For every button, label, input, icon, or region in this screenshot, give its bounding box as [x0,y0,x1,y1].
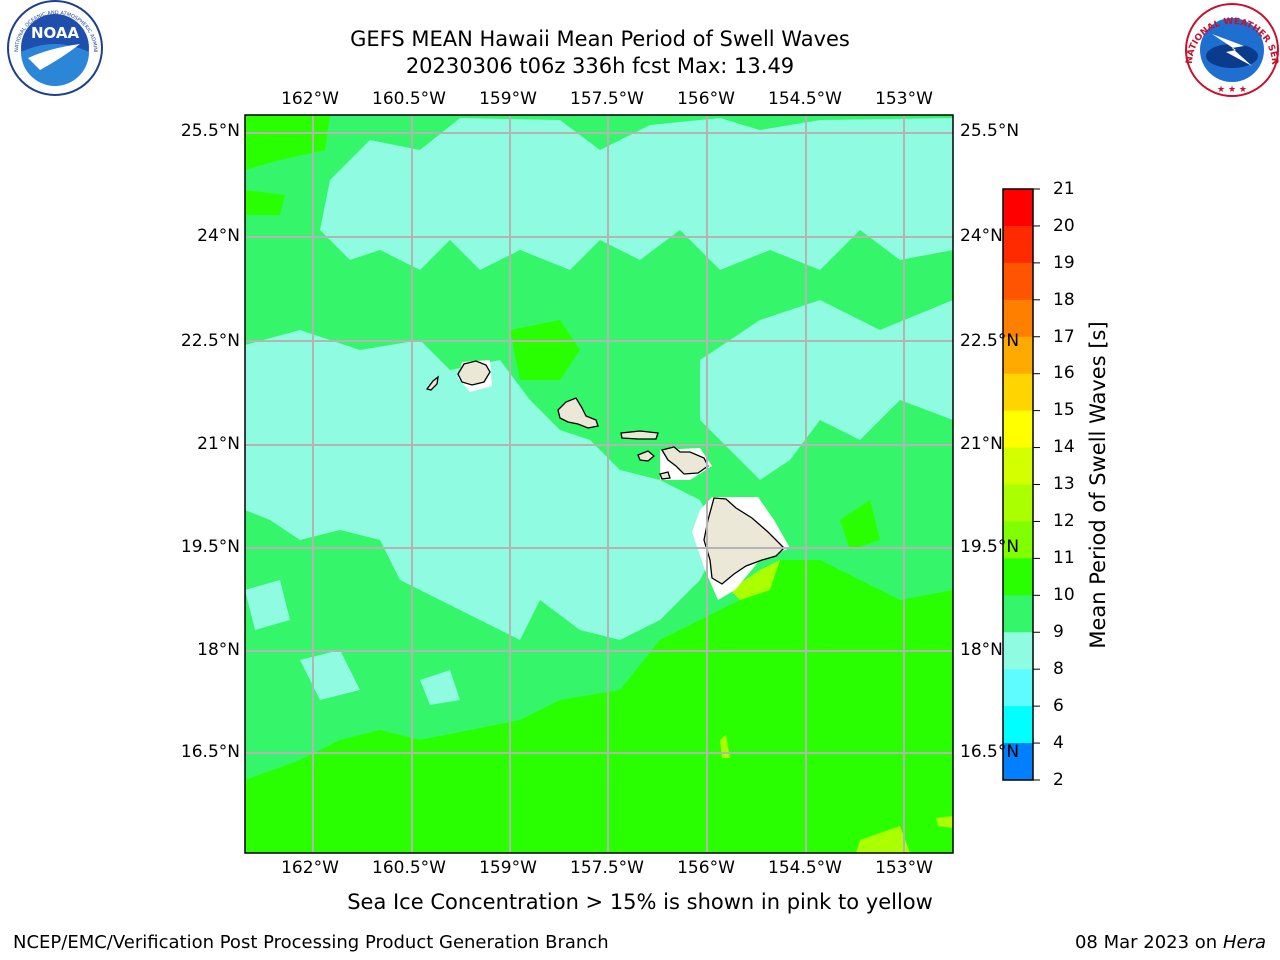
lon-label-top: 153°W [875,89,933,109]
lat-label-right: 22.5°N [960,331,1020,351]
lon-label-top: 160.5°W [372,89,446,109]
footer-host: Hera [1222,932,1266,953]
colorbar-tick: 15 [1053,400,1075,420]
colorbar-swatch [1003,225,1033,264]
colorbar-swatch [1003,669,1033,707]
lon-label-top: 157.5°W [570,89,644,109]
colorbar-tick: 13 [1053,474,1075,494]
colorbar [1003,188,1040,781]
map-frame [244,114,954,854]
colorbar-swatch [1003,299,1033,338]
colorbar-tick: 18 [1053,290,1075,310]
field-11-12s [245,115,953,853]
lon-label-bottom: 154.5°W [768,858,842,878]
noaa-logo-text: NOAA [31,24,80,42]
lon-label-top: 154.5°W [768,89,842,109]
svg-text:★ ★ ★: ★ ★ ★ [1217,85,1247,95]
colorbar-tick: 2 [1053,770,1064,790]
colorbar-tick: 20 [1053,216,1075,236]
lat-label-left: 19.5°N [180,537,240,557]
island-kahoolawe [659,471,671,480]
swell-period-field [245,115,953,853]
noaa-logo: NOAA NATIONAL OCEANIC AND ATMOSPHERIC AD… [0,0,103,96]
colorbar-tick: 16 [1053,363,1075,383]
sea-ice-note: Sea Ice Concentration > 15% is shown in … [347,890,933,914]
lat-label-right: 19.5°N [960,537,1020,557]
map-title: GEFS MEAN Hawaii Mean Period of Swell Wa… [350,27,850,51]
footer-credit: NCEP/EMC/Verification Post Processing Pr… [13,932,609,953]
map-subtitle: 20230306 t06z 336h fcst Max: 13.49 [405,54,795,78]
lat-label-right: 24°N [960,226,1003,246]
lon-label-bottom: 156°W [677,858,735,878]
colorbar-swatch [1003,521,1033,559]
colorbar-tick: 10 [1053,585,1075,605]
colorbar-tick: 21 [1053,179,1075,199]
lon-label-top: 162°W [281,89,339,109]
lat-label-left: 16.5°N [180,742,240,762]
lat-label-left: 22.5°N [180,331,240,351]
lon-label-bottom: 153°W [875,858,933,878]
island-oahu [557,397,599,429]
colorbar-swatch [1003,373,1033,412]
lon-label-top: 159°W [479,89,537,109]
lon-label-bottom: 162°W [281,858,339,878]
graticule [245,115,953,853]
lat-label-left: 25.5°N [180,121,240,141]
colorbar-tick: 11 [1053,548,1075,568]
lat-label-left: 18°N [197,640,240,660]
colorbar-tick: 6 [1053,696,1064,716]
colorbar-swatch [1003,262,1033,301]
island-kauai [457,360,491,386]
colorbar-frame [1002,188,1034,781]
lon-label-bottom: 160.5°W [372,858,446,878]
lat-label-left: 21°N [197,434,240,454]
colorbar-tick: 4 [1053,733,1064,753]
lon-label-top: 156°W [677,89,735,109]
colorbar-swatch [1003,632,1033,670]
colorbar-tick: 12 [1053,511,1075,531]
colorbar-swatch [1003,336,1033,375]
lon-label-bottom: 157.5°W [570,858,644,878]
island-lanai [637,450,656,462]
colorbar-tick: 14 [1053,437,1075,457]
colorbar-tick: 17 [1053,327,1075,347]
field-9-10s [245,118,953,805]
islands [425,360,785,585]
lon-label-bottom: 159°W [479,858,537,878]
colorbar-tick: 9 [1053,622,1064,642]
lat-label-right: 18°N [960,640,1003,660]
field-12-13s [720,560,953,853]
colorbar-swatch [1003,189,1033,227]
colorbar-swatch [1003,447,1033,485]
colorbar-tick: 19 [1053,253,1075,273]
colorbar-swatch [1003,558,1033,596]
colorbar-label: Mean Period of Swell Waves [s] [1086,321,1110,649]
colorbar-swatch [1003,706,1033,744]
island-molokai [620,430,659,440]
colorbar-swatch [1003,484,1033,522]
footer-date-text: 08 Mar 2023 on [1074,932,1218,953]
lat-label-right: 21°N [960,434,1003,454]
lat-label-right: 25.5°N [960,121,1020,141]
footer-date: 08 Mar 2023 on Hera [1075,932,1266,953]
colorbar-swatch [1003,743,1033,781]
colorbar-swatch [1003,595,1033,633]
lat-label-right: 16.5°N [960,742,1020,762]
colorbar-tick: 8 [1053,659,1064,679]
colorbar-swatch [1003,410,1033,449]
lat-label-left: 24°N [197,226,240,246]
island-niihau [425,375,439,391]
